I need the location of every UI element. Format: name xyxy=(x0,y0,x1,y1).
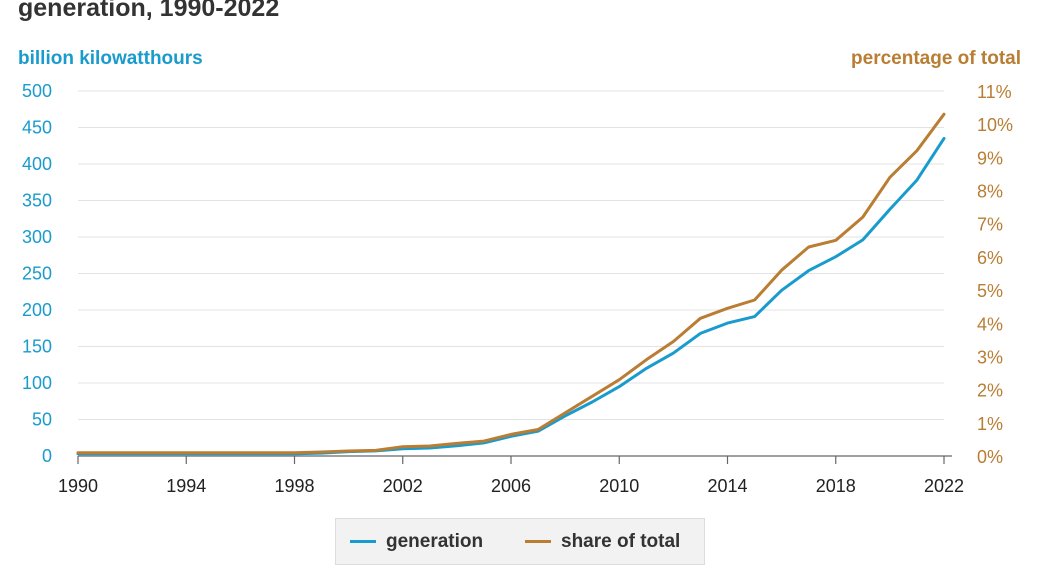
left-tick-label: 50 xyxy=(32,410,52,430)
x-tick-label: 1998 xyxy=(274,476,314,496)
right-tick-label: 3% xyxy=(977,347,1003,367)
legend-item-generation[interactable]: generation xyxy=(350,519,483,564)
legend-label-generation: generation xyxy=(386,530,484,552)
right-axis-label: percentage of total xyxy=(851,48,1021,69)
left-tick-label: 300 xyxy=(22,227,52,247)
series-line-share-of-total xyxy=(76,112,946,455)
right-tick-label: 10% xyxy=(977,115,1013,135)
legend: generation share of total xyxy=(335,518,705,565)
gridlines xyxy=(78,90,944,420)
left-tick-label: 350 xyxy=(22,191,52,211)
left-tick-label: 0 xyxy=(42,446,52,466)
right-tick-label: 4% xyxy=(977,314,1003,334)
chart-title: generation, 1990-2022 xyxy=(18,0,280,22)
x-tick-label: 2006 xyxy=(491,476,531,496)
left-tick-label: 200 xyxy=(22,300,52,320)
right-tick-label: 8% xyxy=(977,182,1003,202)
x-tick-label: 2022 xyxy=(924,476,964,496)
right-tick-label: 1% xyxy=(977,414,1003,434)
axes: 0 50 100 150 200 250 300 350 400 450 500 0% 1% 2% 3% 4%… xyxy=(22,81,1013,496)
series-line-generation xyxy=(76,136,946,456)
left-tick-label: 400 xyxy=(22,154,52,174)
right-tick-label: 5% xyxy=(977,281,1003,301)
right-tick-label: 0% xyxy=(977,447,1003,467)
x-tick-label: 1994 xyxy=(166,476,206,496)
x-tick-label: 2014 xyxy=(707,476,747,496)
x-tick-label: 2002 xyxy=(383,476,423,496)
left-axis-label: billion kilowatthours xyxy=(18,48,203,69)
x-tick-label: 2010 xyxy=(599,476,639,496)
x-tick-label: 2018 xyxy=(816,476,856,496)
right-tick-label: 9% xyxy=(977,148,1003,168)
legend-label-share-of-total: share of total xyxy=(561,530,681,552)
x-tick-label: 1990 xyxy=(58,476,98,496)
right-tick-label: 2% xyxy=(977,381,1003,401)
legend-item-share-of-total[interactable]: share of total xyxy=(525,519,680,564)
left-tick-label: 500 xyxy=(22,81,52,101)
left-tick-label: 250 xyxy=(22,264,52,284)
series-lines xyxy=(76,112,946,456)
left-tick-label: 100 xyxy=(22,373,52,393)
right-tick-label: 11% xyxy=(977,82,1012,102)
right-tick-label: 6% xyxy=(977,248,1003,268)
right-tick-label: 7% xyxy=(977,215,1003,235)
left-tick-label: 150 xyxy=(22,337,52,357)
line-chart: 0 50 100 150 200 250 300 350 400 450 500 0% 1% 2% 3% 4%… xyxy=(18,48,1021,496)
legend-swatch-share-of-total xyxy=(525,540,551,543)
left-tick-label: 450 xyxy=(22,118,52,138)
legend-swatch-generation xyxy=(350,540,376,543)
